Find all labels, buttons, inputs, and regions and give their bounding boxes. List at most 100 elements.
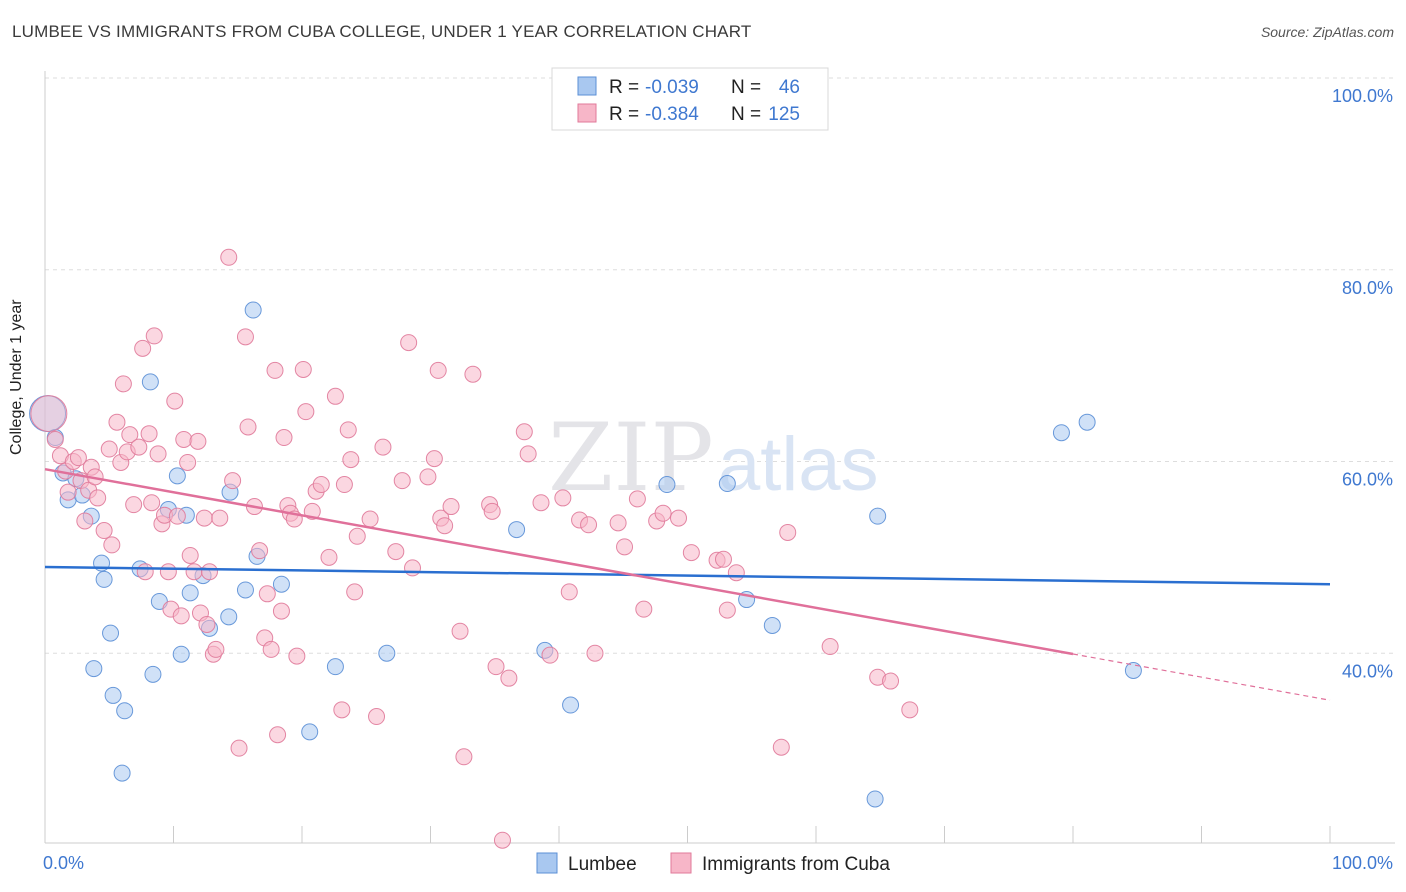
cuba-point-67 bbox=[297, 403, 315, 421]
y-tick-label-1: 60.0% bbox=[1342, 470, 1393, 490]
cuba-point-93 bbox=[455, 748, 473, 766]
cuba-point-87 bbox=[425, 450, 443, 468]
lumbee-point-9 bbox=[102, 624, 120, 642]
cuba-point-125 bbox=[882, 672, 900, 690]
cuba-point-4 bbox=[59, 483, 77, 501]
cuba-point-119 bbox=[718, 601, 736, 619]
cuba-point-60 bbox=[272, 602, 290, 620]
lumbee-point-27 bbox=[236, 581, 254, 599]
cuba-point-110 bbox=[616, 538, 634, 556]
cuba-point-58 bbox=[266, 361, 284, 379]
cuba-point-86 bbox=[419, 468, 437, 486]
tick-labels: 40.0% 60.0% 80.0% 100.0% 0.0% 100.0% bbox=[43, 86, 1393, 873]
cuba-point-123 bbox=[821, 638, 839, 656]
cuba-point-24 bbox=[136, 563, 154, 581]
cuba-point-88 bbox=[429, 361, 447, 379]
cuba-point-111 bbox=[628, 490, 646, 508]
cuba-point-52 bbox=[239, 418, 257, 436]
lumbee-point-8 bbox=[95, 570, 113, 588]
cuba-point-122 bbox=[779, 523, 797, 541]
lumbee-point-34 bbox=[508, 521, 526, 539]
cuba-point-13 bbox=[95, 522, 113, 540]
cuba-point-100 bbox=[515, 423, 533, 441]
cuba-point-25 bbox=[140, 425, 158, 443]
stats-legend-n-label-0: N = bbox=[731, 77, 761, 98]
cuba-point-114 bbox=[654, 504, 672, 522]
lumbee-point-38 bbox=[718, 475, 736, 493]
cuba-point-90 bbox=[436, 517, 454, 535]
series-cuba-points bbox=[30, 248, 919, 849]
cuba-point-46 bbox=[207, 640, 225, 658]
stats-legend-swatch-0 bbox=[577, 76, 597, 96]
cuba-point-91 bbox=[442, 498, 460, 516]
y-tick-label-0: 40.0% bbox=[1342, 661, 1393, 681]
cuba-point-121 bbox=[772, 738, 790, 756]
cuba-point-81 bbox=[374, 438, 392, 456]
lumbee-point-37 bbox=[658, 476, 676, 494]
trend-lines bbox=[44, 467, 1331, 701]
cuba-point-37 bbox=[179, 453, 197, 471]
x-tick-label-1: 100.0% bbox=[1332, 853, 1393, 873]
cuba-point-79 bbox=[361, 510, 379, 528]
cuba-point-35 bbox=[172, 607, 190, 625]
cuba-point-42 bbox=[195, 509, 213, 527]
stats-legend-r-value-1: -0.384 bbox=[645, 104, 699, 125]
lumbee-point-31 bbox=[301, 723, 319, 741]
cuba-point-39 bbox=[185, 563, 203, 581]
chart-title: LUMBEE VS IMMIGRANTS FROM CUBA COLLEGE, … bbox=[12, 22, 752, 41]
cuba-point-31 bbox=[159, 563, 177, 581]
cuba-point-78 bbox=[348, 527, 366, 545]
cuba-point-65 bbox=[288, 647, 306, 665]
cuba-point-72 bbox=[326, 387, 344, 405]
cuba-point-82 bbox=[387, 543, 405, 561]
cuba-point-40 bbox=[189, 432, 207, 450]
cuba-point-34 bbox=[168, 507, 186, 525]
cuba-point-66 bbox=[294, 360, 312, 378]
cuba-point-112 bbox=[635, 600, 653, 618]
cuba-point-73 bbox=[333, 701, 351, 719]
cuba-point-103 bbox=[541, 646, 559, 664]
cuba-point-120 bbox=[727, 564, 745, 582]
lumbee-point-42 bbox=[869, 507, 887, 525]
cuba-point-8 bbox=[76, 512, 94, 530]
cuba-point-36 bbox=[175, 430, 193, 448]
lumbee-point-13 bbox=[113, 764, 131, 782]
lumbee-point-16 bbox=[144, 665, 162, 683]
cuba-point-109 bbox=[609, 514, 627, 532]
series-legend-label-1: Immigrants from Cuba bbox=[702, 854, 890, 875]
lumbee-point-40 bbox=[763, 616, 781, 634]
cuba-point-94 bbox=[464, 365, 482, 383]
cuba-point-27 bbox=[145, 327, 163, 345]
cuba-trend-extension bbox=[1072, 653, 1331, 701]
cuba-trend-line bbox=[44, 467, 1074, 656]
lumbee-point-10 bbox=[85, 660, 103, 678]
cuba-point-0 bbox=[30, 395, 68, 433]
lumbee-point-22 bbox=[181, 584, 199, 602]
stats-legend-n-value-0: 46 bbox=[779, 77, 800, 98]
cuba-point-104 bbox=[554, 489, 572, 507]
cuba-point-99 bbox=[500, 669, 518, 687]
cuba-point-16 bbox=[108, 413, 126, 431]
stats-legend-box bbox=[551, 67, 829, 131]
cuba-point-47 bbox=[211, 509, 229, 527]
cuba-point-85 bbox=[404, 559, 422, 577]
cuba-point-101 bbox=[519, 445, 537, 463]
cuba-point-51 bbox=[236, 328, 254, 346]
cuba-point-76 bbox=[342, 451, 360, 469]
cuba-point-75 bbox=[339, 421, 357, 439]
stats-legend-r-value-0: -0.039 bbox=[645, 77, 699, 98]
cuba-point-70 bbox=[312, 476, 330, 494]
series-legend-swatch-1 bbox=[670, 852, 692, 874]
cuba-point-80 bbox=[368, 708, 386, 726]
lumbee-point-45 bbox=[1124, 662, 1142, 680]
stats-legend-swatch-1 bbox=[577, 103, 597, 123]
stats-legend-n-value-1: 125 bbox=[768, 104, 800, 125]
cuba-point-84 bbox=[400, 334, 418, 352]
cuba-point-118 bbox=[714, 550, 732, 568]
cuba-point-77 bbox=[346, 583, 364, 601]
x-tick-label-0: 0.0% bbox=[43, 853, 84, 873]
cuba-point-97 bbox=[487, 658, 505, 676]
cuba-point-1 bbox=[46, 430, 64, 448]
cuba-point-108 bbox=[586, 644, 604, 662]
lumbee-point-30 bbox=[272, 575, 290, 593]
